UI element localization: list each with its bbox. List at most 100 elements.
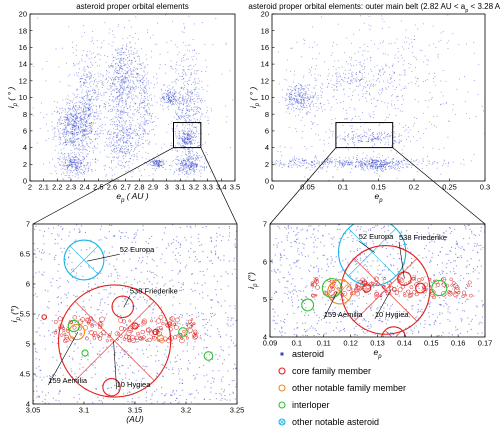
panel_a-asteroid-point bbox=[142, 130, 144, 132]
panel_b-asteroid-point bbox=[334, 159, 336, 161]
panel_a-asteroid-point bbox=[84, 171, 86, 173]
panel_a-asteroid-point bbox=[138, 126, 140, 128]
panel_a-asteroid-point bbox=[126, 87, 128, 88]
panel_a-asteroid-point bbox=[92, 109, 93, 111]
panel_a-asteroid-point bbox=[122, 99, 124, 101]
panel_a-asteroid-point bbox=[103, 74, 105, 76]
panel_a-asteroid-point bbox=[89, 104, 91, 105]
panel_b-asteroid-point bbox=[395, 87, 397, 88]
panel_a-asteroid-point bbox=[61, 129, 63, 131]
panel_a-axes: 2 2.1 2.2 2.3 2.4 2.5 2.6 2.7 2.8 2.9 3 3.1 3.2 3.3 3.… bbox=[6, 2, 240, 204]
panel_a-asteroid-point bbox=[183, 140, 185, 142]
panel_a-asteroid-point bbox=[116, 100, 118, 102]
panel_b-asteroid-point bbox=[365, 163, 367, 165]
panel_b-asteroid-point bbox=[288, 163, 289, 165]
panel_a-asteroid-point bbox=[138, 142, 140, 144]
panel_a-asteroid-point bbox=[155, 160, 157, 162]
panel_a-asteroid-point bbox=[72, 134, 74, 136]
panel_b-asteroid-point bbox=[367, 141, 369, 143]
panel_b-asteroid-point bbox=[298, 165, 300, 167]
panel_b-asteroid-point bbox=[393, 167, 394, 168]
panel_a-asteroid-point bbox=[70, 160, 72, 162]
panel_a-asteroid-point bbox=[71, 166, 73, 168]
panel_a-asteroid-point bbox=[71, 162, 73, 164]
panel_a-asteroid-point bbox=[181, 138, 183, 140]
panel_a-asteroid-point bbox=[71, 140, 73, 142]
panel_b-asteroid-point bbox=[370, 138, 372, 140]
panel_a-asteroid-point bbox=[78, 171, 80, 173]
panel_a-asteroid-point bbox=[194, 163, 196, 165]
panel_a-asteroid-point bbox=[112, 106, 114, 108]
panel_b-asteroid-point bbox=[314, 80, 316, 82]
panel_a-asteroid-point bbox=[197, 92, 199, 94]
panel_a-asteroid-point bbox=[71, 161, 73, 163]
panel_a-asteroid-point bbox=[74, 162, 75, 164]
panel_a-asteroid-point bbox=[115, 76, 117, 78]
panel_b-asteroid-point bbox=[344, 138, 346, 140]
panel_a-asteroid-point bbox=[182, 169, 184, 170]
panel_a-asteroid-point bbox=[133, 70, 135, 72]
panel_b-asteroid-point bbox=[428, 160, 430, 162]
panel_b-asteroid-point bbox=[401, 162, 403, 164]
panel_b-asteroid-point bbox=[379, 161, 381, 163]
panel_a-asteroid-point bbox=[86, 119, 88, 121]
panel_a-asteroid-point bbox=[137, 133, 138, 135]
panel_b-asteroid-point bbox=[285, 99, 287, 101]
panel_a-asteroid-point bbox=[132, 159, 134, 161]
panel_a-asteroid-point bbox=[159, 165, 161, 166]
panel_a-asteroid-point bbox=[69, 160, 71, 161]
panel_a-asteroid-point bbox=[71, 124, 73, 126]
panel_a-asteroid-point bbox=[85, 95, 87, 96]
panel_a-asteroid-point bbox=[174, 148, 176, 150]
panel_a-asteroid-point bbox=[59, 132, 61, 134]
panel_b-asteroid-point bbox=[374, 143, 375, 145]
panel_a-xtick-label: 2.2 bbox=[52, 183, 62, 192]
panel_a-asteroid-point bbox=[77, 145, 79, 147]
panel_b-asteroid-point bbox=[398, 168, 400, 169]
panel_a-asteroid-point bbox=[178, 117, 180, 119]
panel_a-asteroid-point bbox=[187, 94, 189, 96]
panel_a-asteroid-point bbox=[196, 95, 198, 97]
panel_a-asteroid-point bbox=[133, 102, 135, 104]
panel_a-asteroid-point bbox=[146, 91, 147, 93]
panel_a-asteroid-point bbox=[122, 44, 124, 46]
panel_a-asteroid-point bbox=[140, 122, 142, 124]
panel_b-asteroid-point bbox=[293, 158, 295, 160]
panel_a-asteroid-point bbox=[190, 74, 192, 76]
panel_a-asteroid-point bbox=[121, 168, 123, 170]
panel_b-asteroid-point bbox=[371, 138, 373, 140]
panel_a-asteroid-point bbox=[192, 168, 194, 169]
panel_b-asteroid-point bbox=[339, 161, 341, 163]
panel_a-asteroid-point bbox=[149, 130, 150, 132]
panel_a-asteroid-point bbox=[69, 122, 71, 124]
panel_b-asteroid-point bbox=[372, 140, 374, 142]
panel_a-asteroid-point bbox=[190, 134, 192, 136]
panel_a-asteroid-point bbox=[183, 23, 185, 25]
panel_a-asteroid-point bbox=[190, 158, 192, 160]
panel_a-asteroid-point bbox=[201, 133, 202, 135]
panel_a-asteroid-point bbox=[97, 127, 99, 129]
panel_a-asteroid-point bbox=[117, 144, 119, 146]
panel_a-asteroid-point bbox=[67, 124, 69, 126]
panel_b-asteroid-point bbox=[310, 95, 312, 97]
panel_a-asteroid-point bbox=[181, 86, 183, 88]
panel_a-asteroid-point bbox=[199, 160, 201, 162]
panel_b-asteroid-point bbox=[356, 160, 358, 162]
panel_b-asteroid-point bbox=[379, 94, 381, 96]
panel_a-asteroid-point bbox=[184, 160, 186, 162]
panel_a-asteroid-point bbox=[185, 160, 186, 162]
panel_a-asteroid-point bbox=[114, 88, 116, 90]
panel_b-asteroid-point bbox=[296, 105, 298, 107]
panel_a-asteroid-point bbox=[127, 60, 129, 62]
panel_a-asteroid-point bbox=[182, 97, 184, 99]
panel_b-asteroid-point bbox=[372, 166, 374, 168]
panel_a-asteroid-point bbox=[174, 179, 176, 181]
panel_b-asteroid-point bbox=[359, 140, 361, 141]
panel_b-asteroid-point bbox=[308, 162, 310, 164]
panel_b-asteroid-point bbox=[305, 107, 307, 109]
panel_a-asteroid-point bbox=[75, 164, 77, 166]
panel_a-asteroid-point bbox=[82, 50, 84, 51]
panel_b-asteroid-point bbox=[300, 103, 302, 105]
panel_a-asteroid-point bbox=[86, 120, 87, 122]
panel_b-asteroid-point bbox=[402, 57, 403, 59]
